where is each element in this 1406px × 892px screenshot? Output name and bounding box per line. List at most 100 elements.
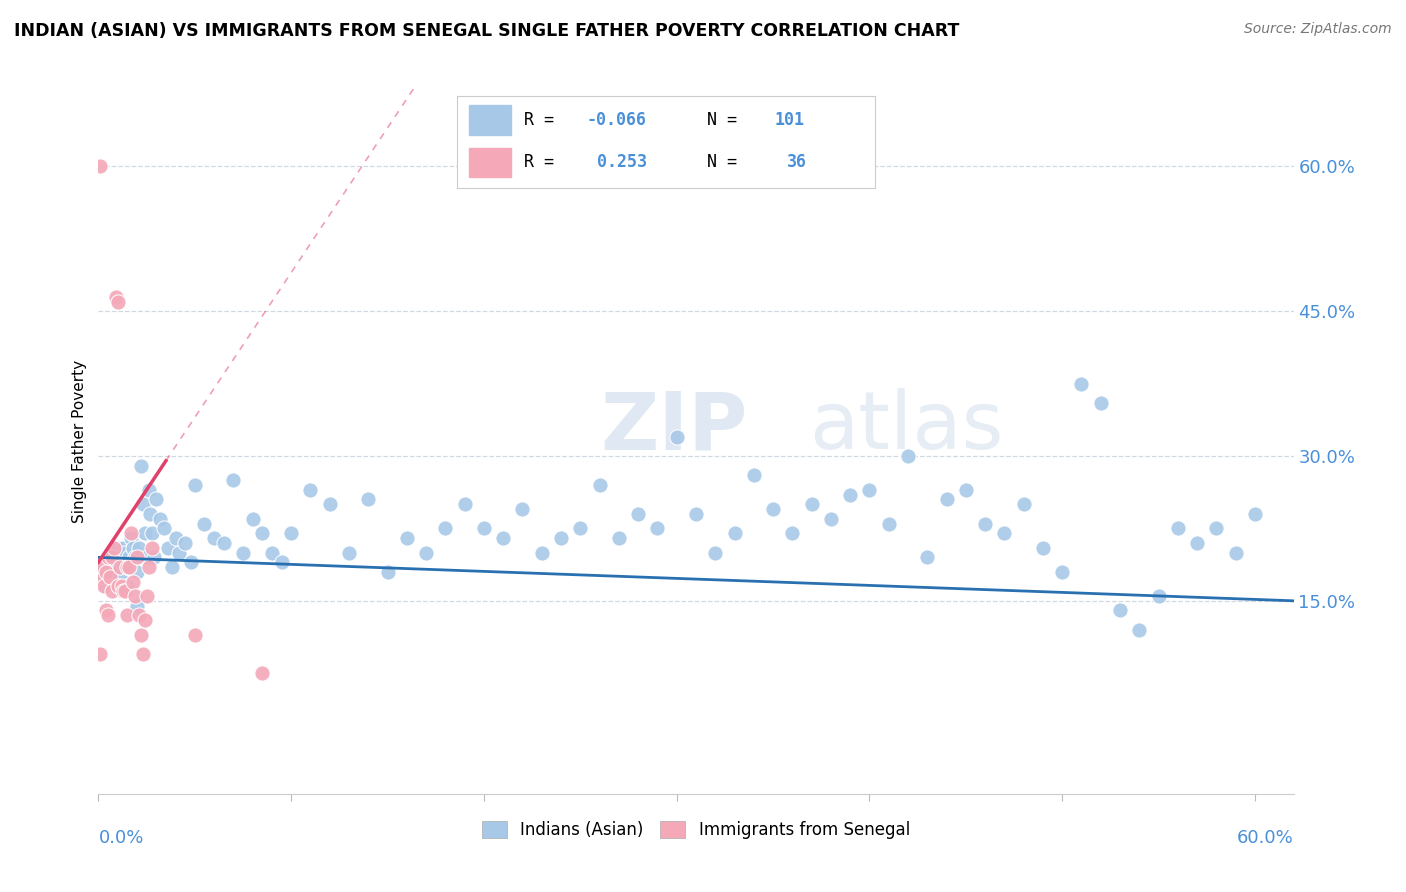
Point [153,521,176,535]
Point [134,613,156,627]
Point [1244,507,1267,521]
Point [319,497,342,511]
Point [242,512,264,526]
Point [270,555,292,569]
Point [742,468,765,483]
Point [1032,541,1054,555]
Point [94,579,117,593]
Legend: Indians (Asian), Immigrants from Senegal: Indians (Asian), Immigrants from Senegal [475,814,917,846]
Point [180,555,202,569]
Point [101,584,124,599]
Point [112,584,135,599]
Point [94,565,117,579]
Point [110,579,132,593]
Point [627,507,650,521]
Point [107,579,129,593]
Text: 0.0%: 0.0% [98,830,143,847]
Point [530,545,553,559]
Point [1167,521,1189,535]
Point [93,579,115,593]
Point [141,526,163,541]
Point [607,531,630,545]
Point [588,478,610,492]
Point [337,545,360,559]
Point [184,627,207,641]
Point [232,545,254,559]
Point [800,497,823,511]
Point [91,560,114,574]
Text: Source: ZipAtlas.com: Source: ZipAtlas.com [1244,22,1392,37]
Text: 60.0%: 60.0% [1237,830,1294,847]
Point [145,492,167,507]
Point [97,608,120,623]
Point [1205,521,1227,535]
Point [118,560,141,574]
Point [122,541,145,555]
Point [820,512,842,526]
Y-axis label: Single Father Poverty: Single Father Poverty [72,360,87,523]
Point [135,589,157,603]
Point [165,531,187,545]
Point [453,497,475,511]
Point [108,570,131,584]
Point [94,603,117,617]
Point [955,483,977,497]
Point [101,570,124,584]
Point [260,545,283,559]
Point [169,545,191,559]
Point [107,541,129,555]
Point [98,565,121,579]
Point [839,488,862,502]
Point [125,565,148,579]
Point [149,512,172,526]
Point [107,294,129,309]
Point [101,550,124,565]
Point [110,555,132,569]
Point [124,550,146,565]
Point [143,550,166,565]
Point [415,545,437,559]
Point [129,627,152,641]
Point [550,531,572,545]
Point [125,599,148,613]
Point [160,560,183,574]
Point [1012,497,1035,511]
Point [120,531,142,545]
Point [704,545,727,559]
Point [993,526,1015,541]
Point [120,526,142,541]
Point [202,531,225,545]
Point [122,574,145,589]
Point [89,647,111,661]
Point [569,521,592,535]
Point [91,560,114,574]
Point [1225,545,1247,559]
Point [104,290,127,304]
Point [128,608,150,623]
Point [107,579,129,593]
Point [252,666,274,681]
Point [117,560,139,574]
Point [118,550,141,565]
Point [103,550,125,565]
Point [1050,565,1073,579]
Point [917,550,939,565]
Point [492,531,515,545]
Point [647,521,669,535]
Point [132,497,155,511]
Point [114,545,136,559]
Point [138,560,160,574]
Point [141,541,163,555]
Point [125,550,148,565]
Point [132,647,155,661]
Point [193,516,215,531]
Point [395,531,418,545]
Point [222,473,245,487]
Point [97,550,120,565]
Point [93,570,115,584]
Point [89,160,111,174]
Text: atlas: atlas [810,388,1004,467]
Point [1185,536,1208,550]
Point [685,507,707,521]
Point [117,608,139,623]
